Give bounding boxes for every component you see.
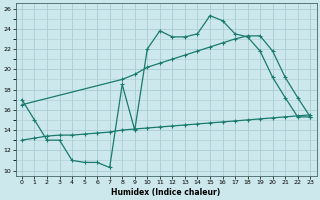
X-axis label: Humidex (Indice chaleur): Humidex (Indice chaleur) <box>111 188 221 197</box>
